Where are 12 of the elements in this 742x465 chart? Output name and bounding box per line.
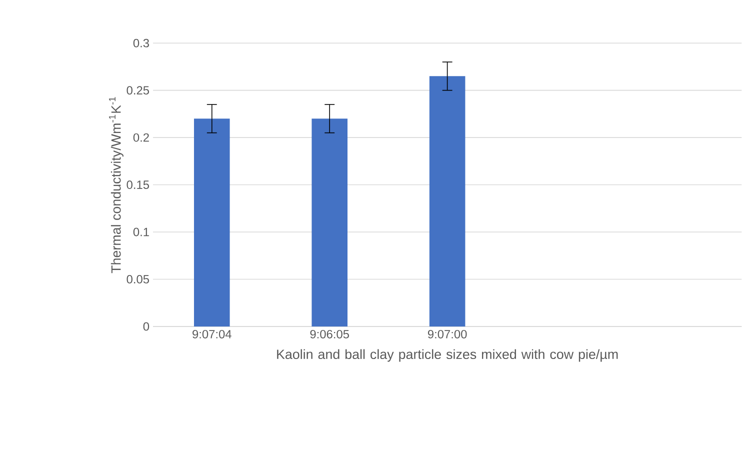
x-axis-title: Kaolin and ball clay particle sizes mixed with cow pie/µm xyxy=(277,349,618,362)
y-tick-label: 0 xyxy=(143,322,150,331)
y-tick-label: 0.15 xyxy=(126,180,150,189)
y-tick-label: 0.25 xyxy=(126,86,150,94)
x-tick-label: 9:07:00 xyxy=(428,330,467,338)
x-tick-label: 9:06:05 xyxy=(310,330,349,338)
x-tick-label: 9:07:04 xyxy=(192,330,232,338)
y-tick-label: 0.3 xyxy=(133,38,149,48)
y-axis-title: Thermal conductivity/Wm$^{-1}$K$^{-1}$ xyxy=(109,96,124,273)
y-tick-label: 0.2 xyxy=(133,133,149,142)
y-tick-label: 0.05 xyxy=(126,274,150,284)
y-tick-label: 0.1 xyxy=(133,228,149,236)
